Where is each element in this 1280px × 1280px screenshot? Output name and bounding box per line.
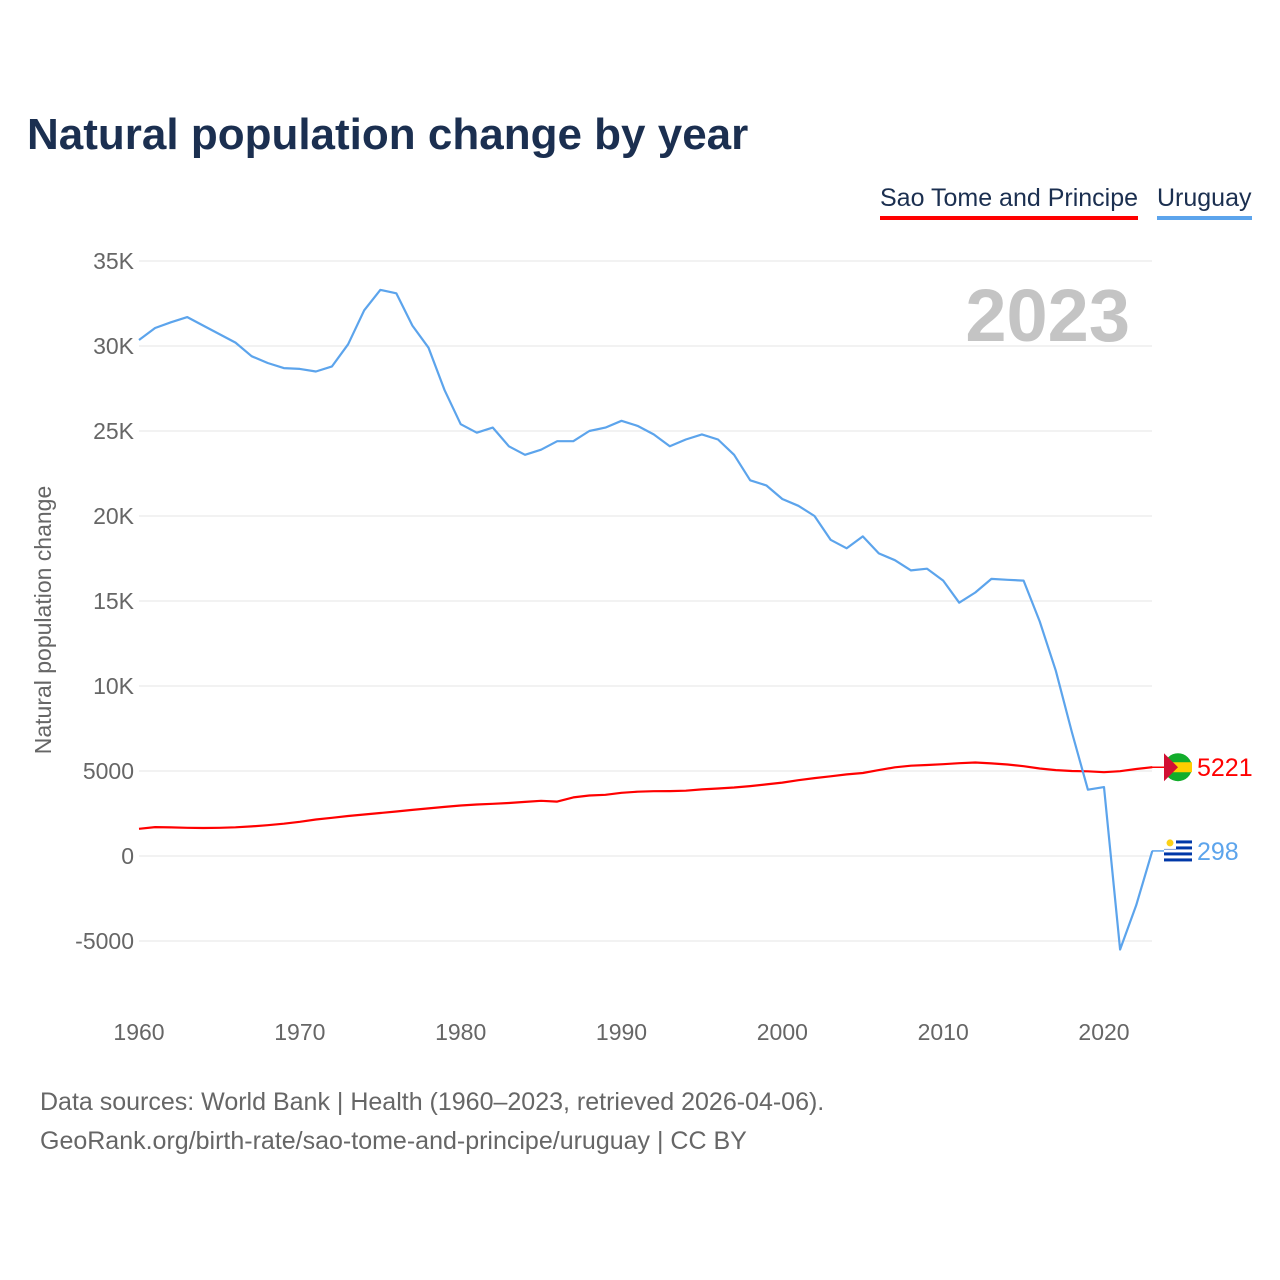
y-tick-label: -5000: [75, 928, 134, 954]
source-text: Data sources: World Bank | Health (1960–…: [40, 1088, 825, 1116]
legend-sao-tome[interactable]: Sao Tome and Principe: [880, 184, 1139, 220]
x-tick-label: 1960: [113, 1019, 164, 1045]
y-tick-label: 20K: [93, 503, 135, 529]
y-tick-label: 5000: [83, 758, 134, 784]
line-chart: -5000 0 5000 10K 15K 20K 25K 30K 35K 1960 1970 1980…: [30, 248, 1253, 1045]
end-value-label: 298: [1197, 838, 1239, 866]
x-tick-label: 1980: [435, 1019, 486, 1045]
flag-stripe: [1164, 858, 1192, 862]
y-tick-label: 35K: [93, 248, 135, 274]
y-tick-label: 30K: [93, 333, 135, 359]
source-link[interactable]: GeoRank.org/birth-rate/sao-tome-and-prin…: [40, 1127, 747, 1155]
chart-title: Natural population change by year: [27, 110, 749, 159]
y-tick-label: 25K: [93, 418, 135, 444]
flag-stripe: [1164, 852, 1192, 856]
flag-sun: [1166, 839, 1174, 847]
legend-uruguay[interactable]: Uruguay: [1157, 184, 1252, 220]
sao-tome-flag-icon: [1164, 753, 1192, 782]
x-tick-label: 2010: [918, 1019, 969, 1045]
flag-triangle: [1164, 753, 1178, 782]
series-line-sao-tome: [138, 761, 1153, 830]
y-tick-label: 10K: [93, 673, 135, 699]
year-label: 2023: [965, 274, 1130, 357]
flag-stripe: [1164, 840, 1192, 844]
x-tick-label: 2000: [757, 1019, 808, 1045]
end-value-label: 5221: [1197, 754, 1253, 782]
x-tick-label: 1990: [596, 1019, 647, 1045]
x-tick-label: 1970: [274, 1019, 325, 1045]
x-tick-label: 2020: [1078, 1019, 1129, 1045]
flag-stripe: [1164, 846, 1192, 850]
y-tick-label: 15K: [93, 588, 135, 614]
y-axis-label: Natural population change: [30, 486, 56, 755]
y-tick-label: 0: [121, 843, 134, 869]
series-line-uruguay: [138, 288, 1154, 951]
uruguay-flag-icon: [1164, 836, 1192, 865]
